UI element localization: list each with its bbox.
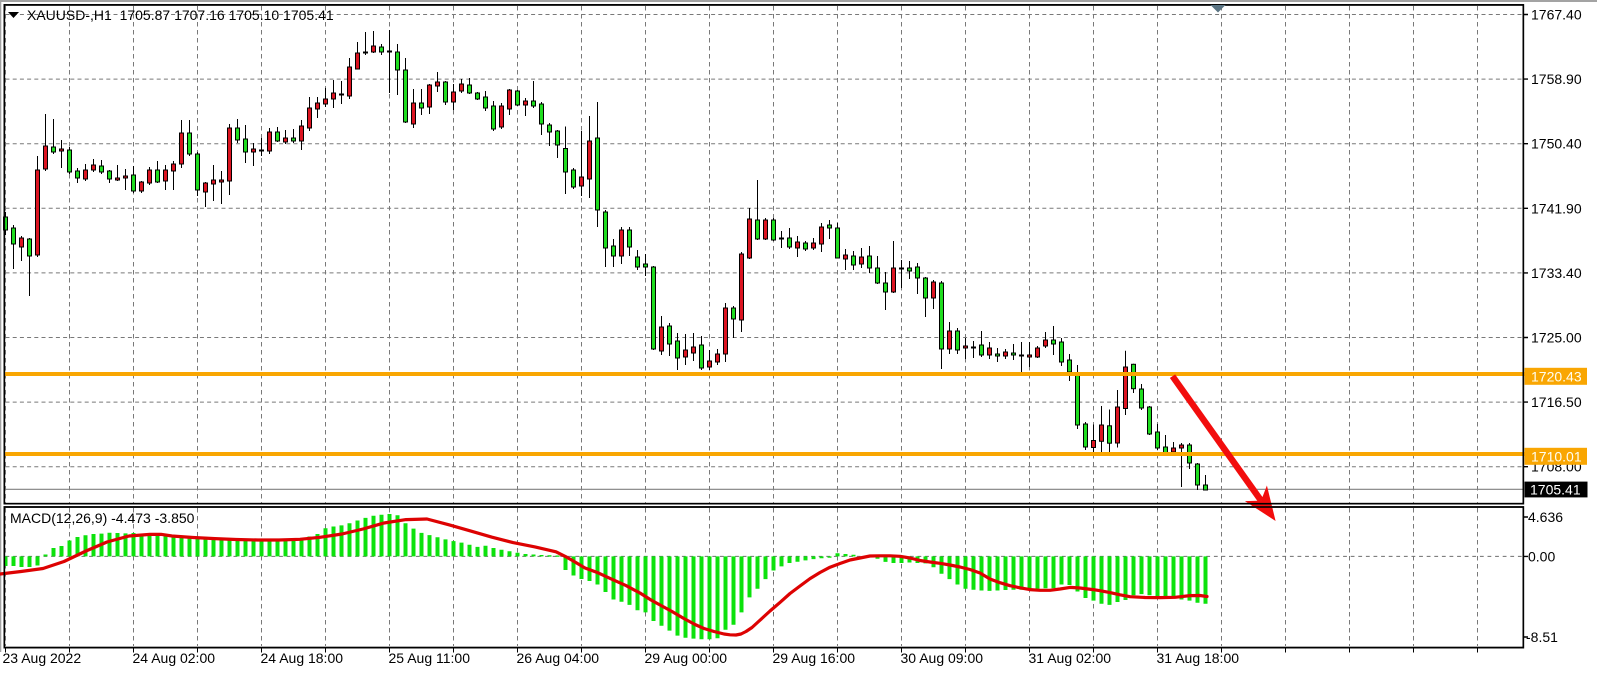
svg-text:31 Aug 02:00: 31 Aug 02:00 xyxy=(1029,650,1112,666)
svg-text:1758.90: 1758.90 xyxy=(1531,71,1582,87)
svg-text:25 Aug 11:00: 25 Aug 11:00 xyxy=(389,650,471,666)
svg-text:1716.50: 1716.50 xyxy=(1531,394,1582,410)
svg-text:MACD(12,26,9) -4.473 -3.850: MACD(12,26,9) -4.473 -3.850 xyxy=(10,510,195,526)
svg-text:23 Aug 2022: 23 Aug 2022 xyxy=(3,650,82,666)
svg-text:1741.90: 1741.90 xyxy=(1531,200,1582,216)
svg-text:29 Aug 16:00: 29 Aug 16:00 xyxy=(773,650,856,666)
svg-text:1710.01: 1710.01 xyxy=(1531,448,1582,464)
svg-text:1705.41: 1705.41 xyxy=(1530,481,1581,497)
svg-text:31 Aug 18:00: 31 Aug 18:00 xyxy=(1157,650,1240,666)
svg-text:1767.40: 1767.40 xyxy=(1531,7,1582,23)
svg-text:26 Aug 04:00: 26 Aug 04:00 xyxy=(517,650,600,666)
svg-text:1733.40: 1733.40 xyxy=(1531,265,1582,281)
svg-text:24 Aug 18:00: 24 Aug 18:00 xyxy=(261,650,344,666)
svg-text:-8.51: -8.51 xyxy=(1526,629,1558,645)
svg-text:0.00: 0.00 xyxy=(1528,549,1555,565)
svg-text:24 Aug 02:00: 24 Aug 02:00 xyxy=(133,650,216,666)
svg-text:XAUUSD-,H1 1705.87 1707.16 17: XAUUSD-,H1 1705.87 1707.16 1705.10 1705.… xyxy=(27,7,334,23)
svg-text:1750.40: 1750.40 xyxy=(1531,136,1582,152)
svg-text:1720.43: 1720.43 xyxy=(1531,368,1582,384)
svg-text:1725.00: 1725.00 xyxy=(1531,330,1582,346)
svg-text:29 Aug 00:00: 29 Aug 00:00 xyxy=(645,650,728,666)
svg-text:4.636: 4.636 xyxy=(1528,509,1563,525)
svg-text:30 Aug 09:00: 30 Aug 09:00 xyxy=(901,650,984,666)
